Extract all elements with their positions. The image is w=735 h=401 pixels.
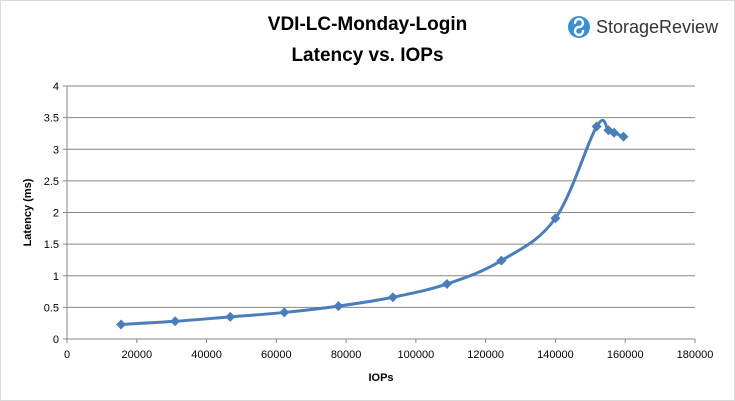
data-point [496,255,507,266]
data-point [441,278,452,289]
y-tick-labels: 0 0.5 1 1.5 2 2.5 3 3.5 4 [44,81,59,346]
data-point [609,127,620,138]
data-point [550,213,561,224]
x-axis-title: IOPs [368,372,393,384]
data-point [591,121,602,132]
y-tick-label: 1.5 [44,239,59,251]
y-tick-label: 3 [53,144,59,156]
y-tick-label: 2 [53,208,59,220]
data-point [333,301,344,312]
x-tick-label: 160000 [607,349,644,361]
y-axis-title: Latency (ms) [22,178,34,246]
x-tick-label: 140000 [537,349,574,361]
x-tick-labels: 0 20000 40000 60000 80000 100000 120000 140000 1… [64,349,713,361]
x-tick-label: 180000 [677,349,714,361]
storagereview-logo: StorageReview [568,13,718,41]
data-point [279,307,290,318]
x-tick-label: 80000 [331,349,362,361]
axes [63,85,696,343]
x-tick-label: 60000 [261,349,292,361]
y-tick-label: 0.5 [44,302,59,314]
data-point [387,292,398,303]
y-tick-label: 0 [53,334,59,346]
x-tick-label: 0 [64,349,70,361]
brand-name: StorageReview [596,16,719,37]
data-point [225,311,236,322]
y-tick-label: 4 [53,81,59,93]
series-line [120,118,625,326]
y-tick-label: 2.5 [44,176,59,188]
gridlines [67,85,695,308]
series-group [116,118,629,330]
x-tick-label: 40000 [191,349,222,361]
data-point [618,131,629,142]
storagereview-logo-icon [568,16,590,38]
chart-title: VDI-LC-Monday-Login [267,14,468,35]
x-tick-label: 20000 [121,349,152,361]
x-tick-label: 120000 [467,349,504,361]
x-tick-label: 100000 [398,349,435,361]
chart-subtitle: Latency vs. IOPs [291,45,444,66]
data-point [170,316,181,327]
data-point [116,319,127,330]
y-tick-label: 3.5 [44,113,59,125]
y-tick-label: 1 [53,271,59,283]
